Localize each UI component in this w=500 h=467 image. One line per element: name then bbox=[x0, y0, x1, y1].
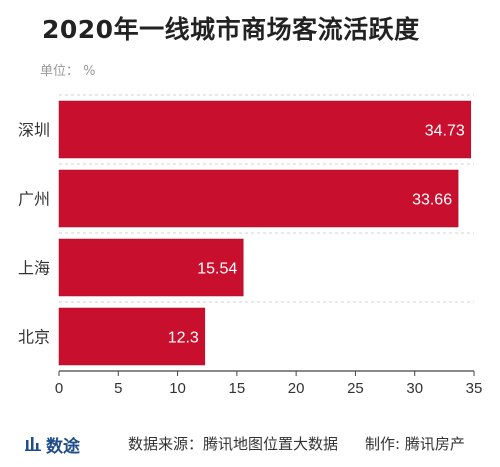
bar bbox=[58, 100, 472, 159]
data-label: 15.54 bbox=[197, 261, 237, 278]
logo-text: 数途 bbox=[46, 437, 80, 457]
x-tick-label: 35 bbox=[466, 380, 483, 397]
x-tick-label: 20 bbox=[288, 380, 305, 397]
x-tick-label: 15 bbox=[229, 380, 246, 397]
x-tick-label: 0 bbox=[55, 380, 63, 397]
category-label: 深圳 bbox=[18, 121, 50, 140]
data-label: 33.66 bbox=[412, 192, 452, 209]
x-tick-label: 25 bbox=[347, 380, 364, 397]
data-label: 34.73 bbox=[425, 123, 465, 140]
bar bbox=[58, 238, 244, 297]
bar-chart: 34.73 深圳 33.66 广州 15.54 上海 12.3 北京 0 5 10 15 20 25 30 3… bbox=[18, 94, 483, 397]
bar bbox=[58, 169, 459, 228]
category-label: 北京 bbox=[18, 328, 50, 347]
x-tick-label: 10 bbox=[169, 380, 186, 397]
footer: 数途 数据来源：腾讯地图位置大数据 制作: 腾讯房产 bbox=[0, 423, 500, 467]
chart-title: 2020年一线城市商场客流活跃度 bbox=[42, 15, 420, 44]
data-label: 12.3 bbox=[168, 330, 199, 347]
producer-credit: 制作: 腾讯房产 bbox=[365, 435, 465, 453]
category-label: 上海 bbox=[18, 259, 50, 278]
bar bbox=[58, 307, 206, 366]
x-tick-label: 30 bbox=[406, 380, 423, 397]
x-tick-label: 5 bbox=[114, 380, 122, 397]
unit-label: 单位： % bbox=[40, 64, 96, 79]
category-label: 广州 bbox=[18, 190, 50, 209]
data-source: 数据来源：腾讯地图位置大数据 bbox=[128, 435, 339, 453]
bar-chart-icon bbox=[25, 437, 41, 451]
